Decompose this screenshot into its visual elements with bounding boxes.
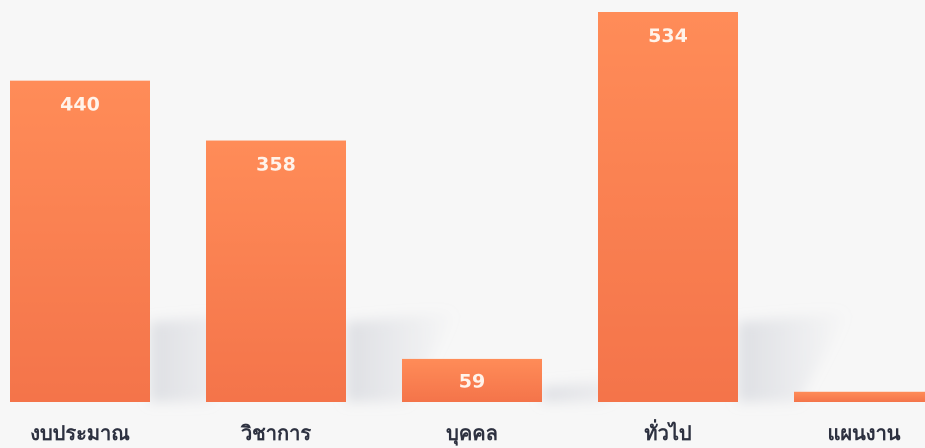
bar-บุคคล <box>402 358 542 402</box>
data-label: 358 <box>256 154 296 176</box>
category-labels-group: งบประมาณ วิชาการ บุคคล ทั่วไป แผนงาน <box>30 418 901 446</box>
bar-ทั่วไป <box>598 12 738 402</box>
bars-group <box>10 12 925 403</box>
category-label: งบประมาณ <box>30 421 130 445</box>
bar-shadow <box>738 312 848 402</box>
bar-shadow <box>346 312 456 402</box>
data-label: 534 <box>648 25 688 47</box>
category-label: บุคคล <box>446 421 498 446</box>
category-label: ทั่วไป <box>644 418 691 445</box>
bar-งบประมาณ <box>10 80 150 403</box>
data-labels-group: 440 358 59 534 <box>60 25 688 392</box>
data-label: 440 <box>60 94 100 116</box>
data-label: 59 <box>459 370 485 392</box>
bar-วิชาการ <box>206 140 346 403</box>
category-label: แผนงาน <box>828 421 901 445</box>
bar-แผนงาน <box>794 391 925 402</box>
category-label: วิชาการ <box>240 421 311 445</box>
